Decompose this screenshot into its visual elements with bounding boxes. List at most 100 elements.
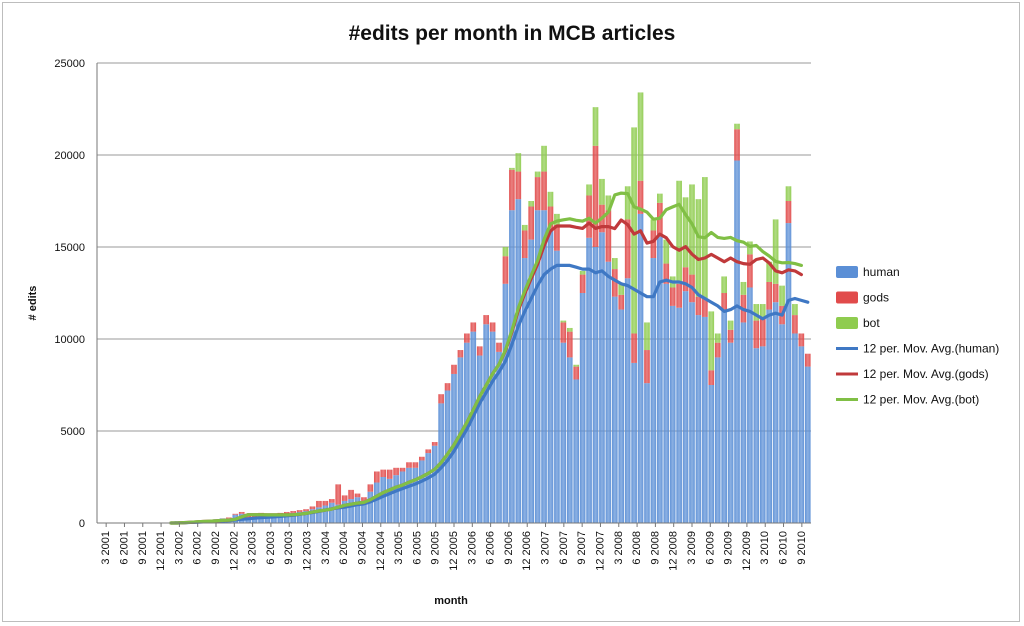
legend-swatch-gods: [836, 291, 858, 304]
bar-gods-36: [328, 499, 335, 503]
bar-bot-98: [727, 320, 734, 330]
bar-human-38: [341, 500, 348, 523]
bar-human-37: [335, 504, 342, 523]
bar-human-98: [727, 342, 734, 523]
chart-title: #edits per month in MCB articles: [349, 22, 676, 45]
x-tick-label-6: 9 2002: [210, 531, 222, 565]
bar-human-62: [496, 351, 502, 523]
bar-gods-33: [309, 506, 316, 510]
y-tick-label-15000: 15000: [54, 242, 85, 254]
bar-gods-57: [464, 333, 470, 343]
bar-gods-72: [560, 322, 567, 343]
bar-gods-32: [303, 509, 309, 512]
bar-bot-72: [560, 320, 567, 323]
bar-human-71: [554, 250, 560, 523]
bar-human-52: [431, 445, 438, 523]
bar-human-78: [599, 232, 605, 523]
bar-human-88: [663, 283, 670, 523]
bar-human-110: [804, 366, 811, 523]
bar-human-89: [669, 305, 676, 523]
bar-bot-78: [599, 178, 605, 205]
bar-gods-44: [380, 469, 387, 477]
bar-gods-86: [650, 230, 657, 259]
x-tick-label-17: 6 2005: [411, 531, 423, 565]
x-tick-label-37: 6 2010: [778, 531, 790, 565]
x-tick-label-10: 9 2003: [283, 531, 295, 565]
legend-swatch-human: [836, 266, 858, 278]
bar-gods-71: [554, 224, 560, 251]
bar-human-60: [483, 324, 489, 523]
bar-human-99: [734, 160, 740, 523]
bar-human-29: [283, 513, 290, 523]
bar-gods-49: [412, 462, 419, 468]
bar-human-42: [367, 491, 374, 523]
bar-human-54: [444, 390, 451, 523]
bar-human-85: [644, 383, 650, 523]
bar-bot-100: [740, 281, 747, 295]
bar-bot-97: [721, 276, 727, 293]
bar-bot-81: [618, 283, 625, 295]
bar-bot-64: [509, 167, 515, 170]
bar-human-90: [676, 307, 682, 523]
bar-gods-80: [611, 269, 618, 297]
bar-gods-91: [682, 267, 689, 292]
bar-human-76: [586, 237, 592, 524]
bar-gods-70: [547, 206, 554, 229]
legend-label-12-per-mov-avg-bot-: 12 per. Mov. Avg.(bot): [863, 393, 979, 407]
bar-bot-75: [579, 270, 586, 275]
bar-gods-84: [637, 180, 644, 214]
bar-human-94: [702, 316, 708, 523]
bar-gods-104: [766, 281, 772, 310]
bar-human-51: [425, 453, 432, 523]
bar-human-70: [547, 228, 554, 523]
bar-human-92: [689, 302, 695, 523]
x-tick-label-2: 9 2001: [137, 531, 149, 565]
bar-gods-37: [335, 484, 342, 505]
bar-gods-23: [245, 513, 251, 520]
bar-gods-109: [798, 333, 805, 347]
bar-gods-45: [386, 469, 393, 479]
legend-label-bot: bot: [863, 316, 880, 330]
bar-human-66: [521, 258, 528, 523]
bar-gods-101: [747, 254, 753, 288]
bar-bot-86: [650, 219, 657, 231]
x-tick-label-7: 12 2002: [228, 531, 240, 571]
bar-gods-20: [226, 517, 232, 519]
bar-gods-34: [316, 500, 322, 508]
bar-bot-108: [792, 304, 798, 316]
bar-human-72: [560, 342, 567, 523]
x-tick-label-26: 9 2007: [576, 531, 588, 565]
line-12-per-mov-avg-human-: [169, 263, 810, 525]
x-tick-label-32: 3 2009: [686, 531, 698, 565]
bar-bot-65: [515, 153, 522, 172]
x-tick-label-1: 6 2001: [118, 531, 130, 565]
x-tick-label-20: 3 2006: [466, 531, 478, 565]
bar-human-74: [573, 379, 580, 523]
bar-gods-41: [361, 497, 367, 501]
bar-gods-76: [586, 195, 592, 238]
bar-gods-67: [528, 206, 534, 240]
bar-human-73: [566, 357, 573, 523]
bar-gods-50: [419, 456, 425, 461]
bar-gods-74: [573, 366, 580, 380]
bar-gods-55: [451, 364, 457, 374]
x-tick-label-21: 6 2006: [485, 531, 497, 565]
bar-gods-94: [702, 298, 708, 317]
bar-gods-66: [521, 230, 528, 259]
bar-human-106: [779, 324, 785, 523]
bar-gods-96: [714, 342, 721, 358]
legend-swatch-bot: [836, 317, 858, 329]
bar-gods-65: [515, 171, 522, 200]
x-tick-label-5: 6 2002: [192, 531, 204, 565]
bar-gods-54: [444, 383, 451, 391]
bar-gods-68: [534, 177, 541, 211]
bar-gods-105: [772, 283, 779, 303]
bar-human-48: [406, 467, 412, 523]
x-tick-label-0: 3 2001: [100, 531, 112, 565]
bar-bot-79: [605, 195, 612, 211]
bar-gods-108: [792, 315, 798, 334]
bar-gods-52: [431, 442, 438, 446]
x-tick-label-30: 9 2008: [649, 531, 661, 565]
bar-human-104: [766, 309, 772, 523]
y-axis-title: # edits: [27, 286, 39, 321]
